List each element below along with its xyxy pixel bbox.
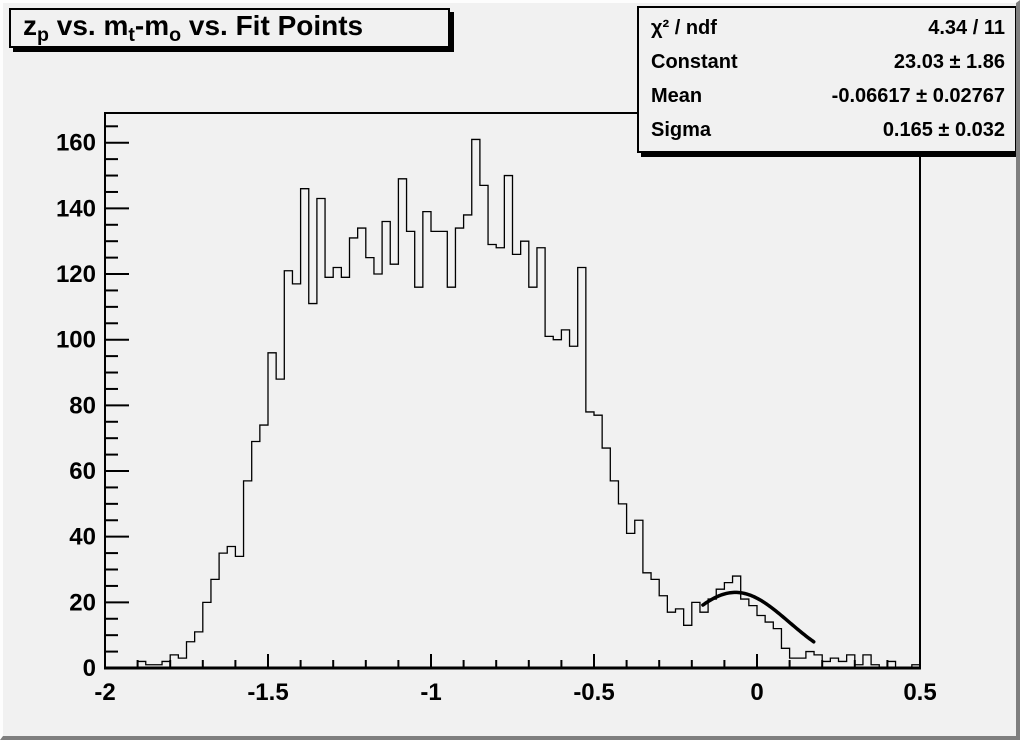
x-tick-label: -2 xyxy=(94,679,115,706)
stats-label-chi2: χ² / ndf xyxy=(651,17,717,40)
stats-value-constant: 23.03 ± 1.86 xyxy=(893,51,1005,74)
x-tick-label: -1.5 xyxy=(247,679,288,706)
y-tick-label: 100 xyxy=(56,327,96,354)
x-tick-label: -1 xyxy=(420,679,441,706)
stats-value-sigma: 0.165 ± 0.032 xyxy=(882,118,1005,141)
histogram-outline xyxy=(105,138,921,669)
stats-label-sigma: Sigma xyxy=(651,118,712,141)
stats-label-constant: Constant xyxy=(651,51,738,74)
x-tick-label: -0.5 xyxy=(573,679,614,706)
stats-value-mean: -0.06617 ± 0.02767 xyxy=(831,84,1005,107)
stats-box[interactable]: χ² / ndf 4.34 / 11 Constant 23.03 ± 1.86… xyxy=(637,6,1016,153)
plot-area: -2 -1.5 -1 -0.5 0 0.5 0 20 40 60 80 100 120 140 160 xyxy=(56,112,937,706)
y-tick-label: 0 xyxy=(83,655,96,682)
x-tick-label: 0 xyxy=(750,679,763,706)
title-box[interactable]: zp vs. mt-mo vs. Fit Points xyxy=(9,8,450,48)
stats-row-sigma: Sigma 0.165 ± 0.032 xyxy=(651,119,1005,142)
y-tick-label: 160 xyxy=(56,130,96,157)
stats-row-mean: Mean -0.06617 ± 0.02767 xyxy=(651,85,1005,108)
y-tick-label: 20 xyxy=(69,589,96,616)
stats-label-mean: Mean xyxy=(651,84,703,107)
stats-row-constant: Constant 23.03 ± 1.86 xyxy=(651,51,1005,74)
fit-curve xyxy=(701,590,816,644)
page-title: zp vs. mt-mo vs. Fit Points xyxy=(23,9,364,46)
x-tick-label: 0.5 xyxy=(903,679,936,706)
y-tick-label: 120 xyxy=(56,261,96,288)
stats-value-chi2: 4.34 / 11 xyxy=(928,17,1005,40)
stats-row-chi2: χ² / ndf 4.34 / 11 xyxy=(651,17,1005,40)
y-tick-label: 80 xyxy=(69,392,96,419)
y-tick-label: 60 xyxy=(69,458,96,485)
y-tick-label: 40 xyxy=(69,524,96,551)
y-tick-label: 140 xyxy=(56,195,96,222)
